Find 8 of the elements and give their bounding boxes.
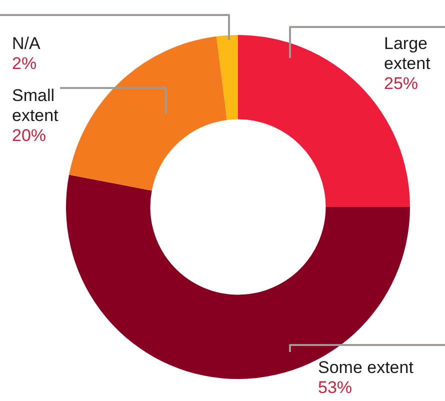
- slice-label: Large extent: [384, 34, 431, 74]
- slice-label: Some extent: [318, 358, 414, 378]
- data-label: 25%: [384, 74, 418, 94]
- slice-label: Small extent: [12, 86, 59, 126]
- data-label: 2%: [12, 54, 37, 74]
- data-label: 53%: [318, 378, 352, 398]
- slice-label: N/A: [12, 34, 41, 54]
- data-label: 20%: [12, 126, 46, 146]
